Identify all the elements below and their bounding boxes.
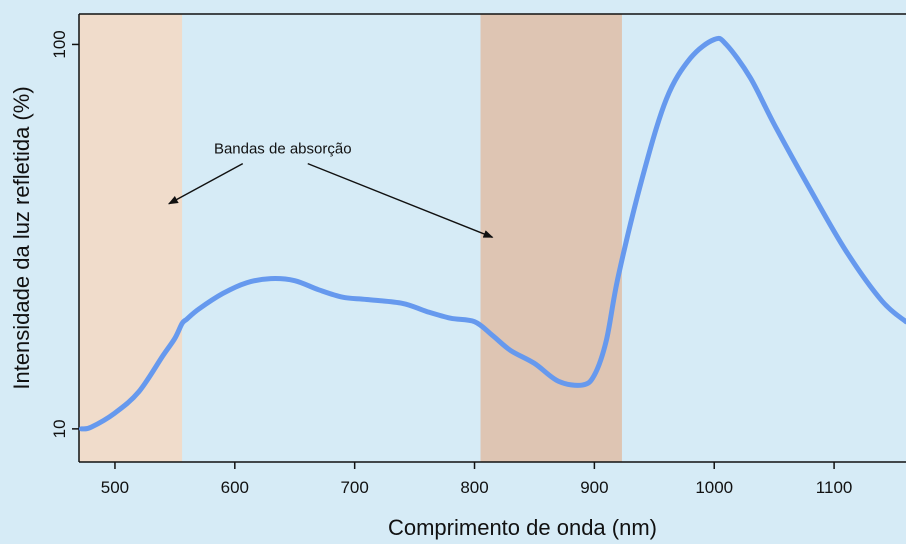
annotation-layer: Bandas de absorção — [168, 141, 494, 238]
y-tick-label: 100 — [50, 30, 69, 58]
tick-labels: 500 600 700 800 900 1000 1100 10 100 — [50, 30, 852, 497]
x-axis-title: Comprimento de onda (nm) — [388, 515, 657, 540]
annotation-arrow-2 — [307, 162, 494, 238]
axes — [78, 13, 906, 463]
y-tick-label: 10 — [50, 419, 69, 438]
x-tick-label: 700 — [340, 478, 368, 497]
annotation-arrow-1 — [168, 163, 244, 205]
y-axis-title: Intensidade da luz refletida (%) — [9, 86, 34, 389]
absorption-bands — [79, 14, 622, 462]
absorption-band-1 — [79, 14, 183, 462]
absorption-band-2 — [480, 14, 622, 462]
x-tick-label: 1100 — [816, 478, 853, 497]
annotation-label: Bandas de absorção — [214, 141, 352, 158]
x-tick-label: 900 — [580, 478, 608, 497]
series-layer — [78, 35, 906, 432]
x-tick-label: 800 — [460, 478, 488, 497]
x-tick-label: 500 — [101, 478, 129, 497]
x-tick-label: 1000 — [695, 478, 733, 497]
x-tick-label: 600 — [221, 478, 249, 497]
reflectance-curve-1 — [78, 35, 906, 432]
